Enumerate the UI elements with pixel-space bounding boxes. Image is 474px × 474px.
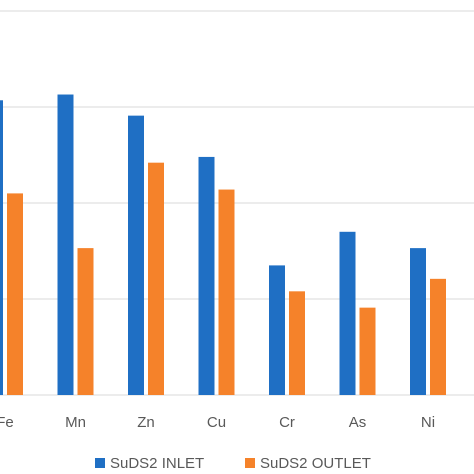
legend-label: SuDS2 INLET [110, 455, 204, 472]
bar [339, 231, 356, 395]
x-tick-label: Zn [137, 414, 155, 431]
x-tick-label: Mn [65, 414, 86, 431]
x-tick-label: Cu [207, 414, 226, 431]
bar [410, 248, 426, 395]
bar [77, 248, 94, 395]
bar [0, 100, 3, 395]
x-tick-label: Ni [421, 414, 435, 431]
bar [269, 265, 285, 395]
bar [57, 94, 74, 396]
bar [7, 193, 23, 395]
bar [218, 189, 235, 395]
x-tick-label: As [349, 414, 367, 431]
bar [128, 115, 144, 395]
legend-label: SuDS2 OUTLET [260, 455, 371, 472]
bar [359, 307, 376, 395]
bar [430, 278, 446, 395]
x-tick-label: Fe [0, 414, 14, 431]
bar [148, 162, 164, 395]
bar [198, 156, 215, 395]
x-tick-label: Cr [279, 414, 295, 431]
bar [289, 291, 305, 395]
legend-swatch [245, 458, 255, 468]
legend-swatch [95, 458, 105, 468]
